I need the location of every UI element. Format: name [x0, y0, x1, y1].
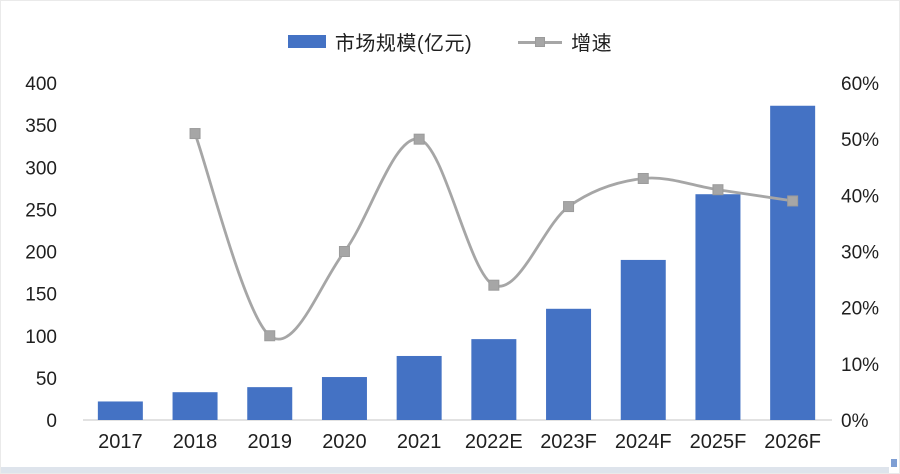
left-axis-tick: 0 [46, 411, 57, 432]
bar-2024F [620, 259, 666, 420]
right-axis-tick: 10% [841, 355, 879, 376]
bar-2020 [321, 377, 367, 420]
bar-2017 [97, 401, 143, 420]
legend-line-marker-icon [518, 36, 563, 48]
chart-legend: 市场规模(亿元) 增速 [1, 27, 899, 56]
legend-item-growth: 增速 [518, 27, 612, 56]
bar-2022E [471, 339, 517, 420]
right-axis-tick: 30% [841, 243, 879, 264]
x-axis-label: 2025F [690, 431, 747, 453]
x-axis-label: 2026F [764, 431, 821, 453]
growth-marker [787, 195, 799, 207]
left-axis-tick: 300 [25, 158, 57, 179]
x-axis-label: 2024F [615, 431, 672, 453]
bar-2021 [396, 355, 442, 420]
growth-marker [563, 201, 575, 213]
legend-market-size-label: 市场规模(亿元) [334, 33, 473, 55]
legend-square-marker [535, 36, 546, 47]
right-axis-tick: 60% [841, 74, 879, 95]
x-axis-label: 2017 [98, 431, 143, 453]
x-axis-label: 2019 [248, 431, 293, 453]
right-axis-tick: 50% [841, 130, 879, 151]
bottom-edge-strip [1, 467, 889, 473]
left-axis-tick: 100 [25, 327, 57, 348]
growth-marker [264, 330, 276, 342]
x-axis-label: 2023F [540, 431, 597, 453]
x-axis-label: 2020 [322, 431, 367, 453]
growth-marker [637, 172, 649, 184]
corner-artifact [891, 459, 897, 467]
right-axis-tick: 0% [841, 411, 869, 432]
growth-marker [338, 246, 350, 257]
bar-2019 [247, 387, 293, 420]
left-axis-tick: 150 [25, 285, 57, 306]
growth-marker [488, 279, 500, 291]
left-axis-tick: 250 [25, 200, 57, 221]
bar-2026F [770, 105, 816, 420]
right-axis-tick: 40% [841, 186, 879, 207]
growth-marker [189, 128, 201, 140]
legend-growth-label: 增速 [571, 33, 613, 55]
legend-item-market-size: 市场规模(亿元) [287, 27, 473, 56]
bar-2023F [546, 308, 592, 420]
left-axis-tick: 200 [25, 243, 57, 264]
x-axis-label: 2022E [465, 431, 523, 453]
growth-marker [712, 184, 724, 196]
right-axis-tick: 20% [841, 299, 879, 320]
growth-marker [413, 133, 425, 145]
legend-bar-swatch-icon [287, 35, 326, 48]
bar-2025F [695, 194, 741, 420]
bar-2018 [172, 392, 218, 420]
left-axis-tick: 400 [25, 74, 57, 95]
left-axis-tick: 50 [36, 369, 57, 390]
x-axis-label: 2018 [173, 431, 218, 453]
left-axis-tick: 350 [25, 116, 57, 137]
x-axis-label: 2021 [397, 431, 442, 453]
